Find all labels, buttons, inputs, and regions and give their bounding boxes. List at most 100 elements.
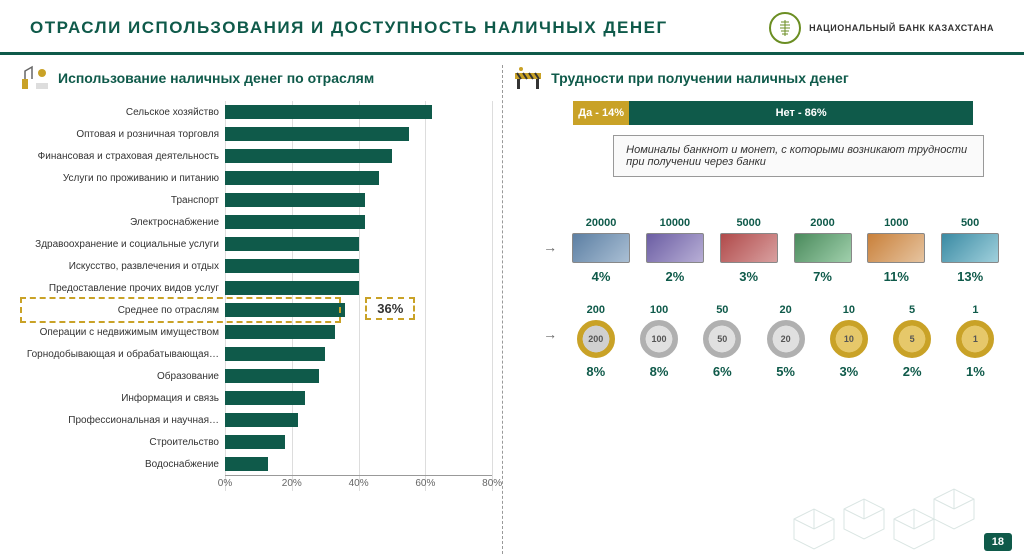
- denom-label: 200: [567, 304, 624, 316]
- chart-row: Здравоохранение и социальные услуги: [20, 233, 492, 255]
- coin-icon: 5: [893, 320, 931, 358]
- page-header: ОТРАСЛИ ИСПОЛЬЗОВАНИЯ И ДОСТУПНОСТЬ НАЛИ…: [0, 0, 1024, 55]
- chart-row-label: Оптовая и розничная торговля: [20, 129, 225, 140]
- chart-bar: [225, 259, 359, 273]
- bank-name: НАЦИОНАЛЬНЫЙ БАНК КАЗАХСТАНА: [809, 23, 994, 33]
- banknote-icon: [572, 233, 630, 263]
- denom-pct: 2%: [641, 269, 709, 284]
- coin-icon: 10: [830, 320, 868, 358]
- chart-row: Строительство: [20, 431, 492, 453]
- banknote-item: 20007%: [789, 217, 857, 284]
- denom-label: 10000: [641, 217, 709, 229]
- denom-pct: 7%: [789, 269, 857, 284]
- chart-row-label: Образование: [20, 371, 225, 382]
- x-axis-tick: 60%: [415, 478, 435, 489]
- chart-bar: [225, 413, 298, 427]
- banknote-icon: [941, 233, 999, 263]
- banknotes-list: 20000 4% 10000 2% 5000 3% 20007%100011% 500 13%: [567, 217, 1004, 284]
- banknote-icon: [646, 233, 704, 263]
- chart-row-label: Электроснабжение: [20, 217, 225, 228]
- barrier-icon: [513, 65, 543, 91]
- chart-row-label: Предоставление прочих видов услуг: [20, 283, 225, 294]
- banknote-item: 100011%: [862, 217, 930, 284]
- banknote-icon: [867, 233, 925, 263]
- denominations-note: Номиналы банкнот и монет, с которыми воз…: [613, 135, 984, 177]
- chart-row-label: Профессиональная и научная…: [20, 415, 225, 426]
- arrow-icon: →: [543, 239, 567, 255]
- banknote-item: 500 13%: [936, 217, 1004, 284]
- denom-pct: 3%: [715, 269, 783, 284]
- coin-item: 50506%: [694, 304, 751, 379]
- denom-label: 10: [820, 304, 877, 316]
- chart-row-label: Сельское хозяйство: [20, 107, 225, 118]
- chart-row-label: Здравоохранение и социальные услуги: [20, 239, 225, 250]
- chart-row: Информация и связь: [20, 387, 492, 409]
- chart-bar: [225, 105, 432, 119]
- denom-label: 100: [630, 304, 687, 316]
- denom-label: 20000: [567, 217, 635, 229]
- chart-row-label: Искусство, развлечения и отдых: [20, 261, 225, 272]
- coin-item: 111%: [947, 304, 1004, 379]
- chart-row: Услуги по проживанию и питанию: [20, 167, 492, 189]
- chart-row-label: Информация и связь: [20, 393, 225, 404]
- no-label: Нет - 86%: [776, 107, 827, 119]
- denom-label: 500: [936, 217, 1004, 229]
- coin-icon: 100: [640, 320, 678, 358]
- left-panel: Использование наличных денег по отраслям…: [20, 65, 502, 554]
- denom-label: 5000: [715, 217, 783, 229]
- chart-bar: [225, 215, 365, 229]
- right-panel-title: Трудности при получении наличных денег: [551, 70, 849, 86]
- denom-pct: 4%: [567, 269, 635, 284]
- avg-callout: 36%: [365, 297, 415, 320]
- yes-segment: Да - 14%: [573, 101, 629, 125]
- coin-item: 200 200 8%: [567, 304, 624, 379]
- denom-pct: 8%: [630, 364, 687, 379]
- chart-bar: [225, 149, 392, 163]
- chart-row: Электроснабжение: [20, 211, 492, 233]
- x-axis-tick: 40%: [349, 478, 369, 489]
- bank-logo: НАЦИОНАЛЬНЫЙ БАНК КАЗАХСТАНА: [769, 12, 994, 44]
- banknote-icon: [720, 233, 778, 263]
- usage-chart: Сельское хозяйство Оптовая и розничная то…: [20, 101, 492, 511]
- difficulty-bar: Да - 14% Нет - 86%: [573, 101, 973, 125]
- denom-pct: 5%: [757, 364, 814, 379]
- chart-row: Операции с недвижимым имуществом: [20, 321, 492, 343]
- denom-label: 1000: [862, 217, 930, 229]
- chart-bar: [225, 457, 268, 471]
- chart-row: Профессиональная и научная…: [20, 409, 492, 431]
- denom-pct: 6%: [694, 364, 751, 379]
- denom-pct: 3%: [820, 364, 877, 379]
- chart-row: Горнодобывающая и обрабатывающая…: [20, 343, 492, 365]
- right-panel-header: Трудности при получении наличных денег: [513, 65, 1004, 91]
- denom-label: 20: [757, 304, 814, 316]
- coin-item: 552%: [883, 304, 940, 379]
- content-area: Использование наличных денег по отраслям…: [0, 55, 1024, 554]
- coin-icon: 1: [956, 320, 994, 358]
- denom-pct: 2%: [883, 364, 940, 379]
- chart-bar: [225, 281, 359, 295]
- x-axis-tick: 0%: [218, 478, 232, 489]
- chart-bar: [225, 435, 285, 449]
- banknotes-row: → 20000 4% 10000 2% 5000 3% 20007%100011% 500 13…: [543, 217, 1004, 284]
- chart-row: Оптовая и розничная торговля: [20, 123, 492, 145]
- chart-row-label: Строительство: [20, 437, 225, 448]
- chart-bar: [225, 391, 305, 405]
- logo-emblem-icon: [769, 12, 801, 44]
- chart-row-label: Финансовая и страховая деятельность: [20, 151, 225, 162]
- coin-item: 10 10 3%: [820, 304, 877, 379]
- denominations-section: → 200004%100002%50003%20007%100011%50013…: [513, 217, 1004, 379]
- chart-bar: [225, 325, 335, 339]
- chart-row: Среднее по отраслям36%: [20, 299, 492, 321]
- industry-icon: [20, 65, 50, 91]
- coin-icon: 20: [767, 320, 805, 358]
- coin-icon: 200: [577, 320, 615, 358]
- page-title: ОТРАСЛИ ИСПОЛЬЗОВАНИЯ И ДОСТУПНОСТЬ НАЛИ…: [30, 18, 769, 38]
- denom-pct: 8%: [567, 364, 624, 379]
- banknote-item: 20000 4%: [567, 217, 635, 284]
- chart-row: Сельское хозяйство: [20, 101, 492, 123]
- chart-bar: [225, 303, 345, 317]
- coins-list: 2002008%1001008%50506%20205%10103%552%11…: [567, 304, 1004, 379]
- x-axis-tick: 80%: [482, 478, 502, 489]
- yes-label: Да - 14%: [578, 107, 624, 119]
- denom-pct: 13%: [936, 269, 1004, 284]
